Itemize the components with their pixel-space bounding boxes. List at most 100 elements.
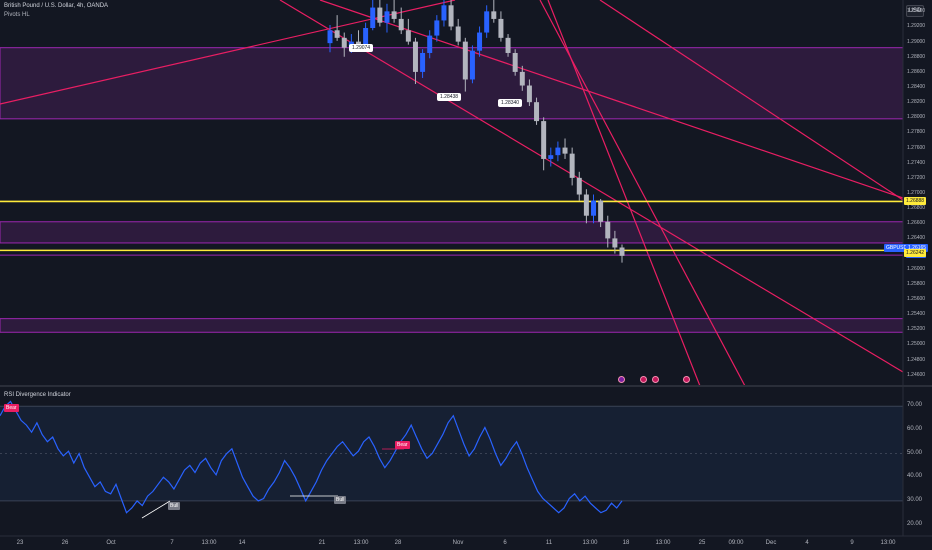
time-axis-label: 13:00 <box>582 540 598 546</box>
price-axis-label: 1.25000 <box>907 341 926 348</box>
rsi-axis-label: 40.00 <box>907 473 923 480</box>
candle-body <box>548 155 554 159</box>
price-axis-label: 1.24600 <box>907 371 926 378</box>
candle-body <box>505 37 511 53</box>
time-axis-label: 11 <box>545 540 553 546</box>
rsi-axis-label: 60.00 <box>907 425 923 432</box>
level-layer <box>0 200 903 256</box>
price-axis-label: 1.27800 <box>907 129 926 136</box>
price-axis-label: 1.25400 <box>907 311 926 318</box>
time-axis-label: 13:00 <box>353 540 369 546</box>
time-axis-label: 21 <box>318 540 326 546</box>
candle-body <box>370 7 376 29</box>
economic-event-icon[interactable] <box>618 376 625 383</box>
price-axis-label: 1.25600 <box>907 295 926 302</box>
pivot-label: 1.28340 <box>498 99 523 107</box>
price-axis-label: 1.27400 <box>907 159 926 166</box>
price-axis-label: 1.27600 <box>907 144 926 151</box>
economic-event-icon[interactable] <box>652 376 659 383</box>
time-axis-label: 28 <box>394 540 402 546</box>
candle-body <box>569 153 575 178</box>
candle-body <box>612 238 618 248</box>
time-axis-label: Dec <box>765 540 777 546</box>
currency-button[interactable]: USD <box>906 5 924 17</box>
candle-body <box>555 147 561 156</box>
price-axis-label: 1.27000 <box>907 190 926 196</box>
candle-layer <box>327 0 625 263</box>
price-axis-label: 1.25800 <box>907 280 926 287</box>
time-axis-label: 13:00 <box>880 540 896 546</box>
candle-body <box>363 28 369 45</box>
price-axis-label: 1.26400 <box>907 235 926 242</box>
candle-body <box>412 41 418 72</box>
candle-body <box>462 41 468 80</box>
candle-body <box>377 7 383 23</box>
supply-demand-zone <box>0 47 904 120</box>
trendline <box>599 0 904 201</box>
time-axis-label: 6 <box>503 540 507 546</box>
time-axis-label: Nov <box>452 540 464 546</box>
price-axis-label: 1.28400 <box>907 84 926 91</box>
time-axis-label: 26 <box>61 540 69 546</box>
price-axis-label: 1.28800 <box>907 53 926 60</box>
candle-body <box>498 18 504 38</box>
candle-body <box>405 30 411 42</box>
price-axis-label: 1.28600 <box>907 68 926 75</box>
axis-layer <box>0 0 932 537</box>
support-price-tag: 1.26242 <box>904 249 927 258</box>
price-axis-label: 1.29400 <box>907 8 926 15</box>
pivot-label: 1.29074 <box>349 44 374 52</box>
price-axis-label: 1.26000 <box>907 265 926 272</box>
rsi-axis-label: 30.00 <box>907 496 923 503</box>
time-axis-label: 25 <box>698 540 706 546</box>
price-axis-label: 1.28200 <box>907 99 926 106</box>
indicator-legend-pivots[interactable]: Pivots HL <box>4 12 30 18</box>
last-price-tag: 1.26165 <box>906 244 929 252</box>
candle-body <box>398 18 404 31</box>
price-axis-label: 1.26600 <box>907 220 926 227</box>
symbol-price-tag: GBPUSD <box>884 244 910 252</box>
supply-demand-zone <box>0 221 904 244</box>
economic-event-icon[interactable] <box>640 376 647 383</box>
candle-body <box>384 11 390 23</box>
candle-body <box>434 20 440 36</box>
time-axis-label: 13:00 <box>655 540 671 546</box>
symbol-legend[interactable]: British Pound / U.S. Dollar, 4h, OANDA <box>4 3 109 9</box>
bull-divergence-badge: Bull <box>168 502 181 510</box>
bull-divergence-line <box>141 500 171 519</box>
candle-body <box>583 194 589 216</box>
candle-body <box>576 177 582 195</box>
economic-event-icon[interactable] <box>683 376 690 383</box>
time-axis-label: 09:00 <box>728 540 744 546</box>
rsi-axis-label: 70.00 <box>907 402 923 409</box>
candle-body <box>598 200 604 222</box>
time-axis-label: 18 <box>622 540 630 546</box>
candle-body <box>448 5 454 27</box>
candle-body <box>512 52 518 72</box>
candle-body <box>484 11 490 33</box>
candle-body <box>391 11 397 19</box>
price-axis-label: 1.25200 <box>907 326 926 333</box>
bear-divergence-badge: Bear <box>4 404 19 412</box>
candle-body <box>420 52 426 72</box>
candle-body <box>541 121 547 159</box>
candle-body <box>469 50 475 80</box>
rsi-layer <box>0 400 903 519</box>
candle-body <box>477 32 483 51</box>
trendline <box>279 0 904 373</box>
time-axis-label: 7 <box>170 540 174 546</box>
supply-demand-zone <box>0 318 904 333</box>
price-axis-label: 1.24800 <box>907 356 926 363</box>
price-axis-label: 1.27200 <box>907 174 926 181</box>
candle-body <box>562 147 568 154</box>
candle-body <box>491 11 497 19</box>
candle-body <box>341 37 347 48</box>
candle-body <box>619 247 625 256</box>
rsi-indicator-title[interactable]: RSI Divergence Indicator <box>4 392 71 398</box>
trendline <box>319 0 904 199</box>
candle-body <box>455 26 461 42</box>
rsi-line <box>0 400 623 514</box>
trendline-layer <box>0 0 904 387</box>
bull-divergence-badge: Bull <box>334 496 347 504</box>
